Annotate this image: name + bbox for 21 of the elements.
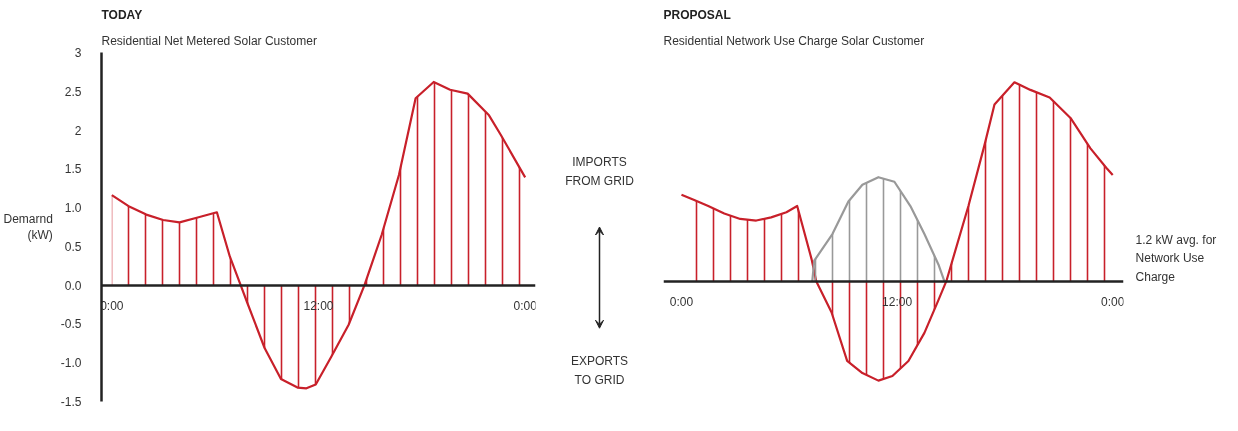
- x-tick-label: 0:00: [669, 295, 694, 310]
- y-tick-label: 2: [74, 123, 82, 138]
- x-tick-label: 0:00: [513, 299, 538, 314]
- y-tick-label: 3: [74, 46, 82, 60]
- chart-title: TODAY: [101, 7, 143, 22]
- chart-title: PROPOSAL: [663, 7, 731, 22]
- text: IMPORTS FROM GRID: [565, 154, 635, 188]
- y-tick-label: 0.5: [64, 239, 82, 254]
- y-tick-label: 2.5: [64, 84, 82, 99]
- y-axis-title: Demarnd (kW): [3, 211, 53, 243]
- text: 1.2 kW avg. for Network Use Charge: [1135, 232, 1217, 285]
- y-tick-label: -1.0: [60, 356, 82, 371]
- y-tick-label: 1.5: [64, 162, 82, 177]
- x-tick-label: 0:00: [1101, 295, 1125, 310]
- chart-subtitle: Residential Net Metered Solar Customer: [101, 33, 317, 48]
- y-tick-label: -1.5: [60, 395, 82, 409]
- y-tick-label: 0.0: [64, 278, 82, 293]
- chart-subtitle: Residential Network Use Charge Solar Customer: [663, 33, 925, 48]
- y-tick-label: -0.5: [60, 317, 82, 332]
- text: EXPORTS TO GRID: [570, 353, 629, 387]
- y-tick-label: 1.0: [64, 201, 82, 216]
